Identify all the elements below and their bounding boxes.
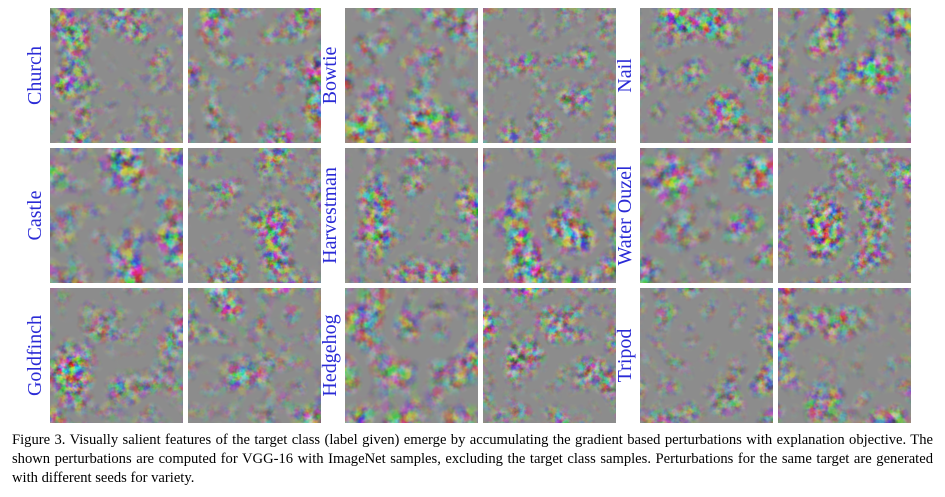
class-label: Nail: [614, 58, 636, 93]
panel: Goldfinch: [24, 288, 321, 423]
caption: Figure 3. Visually salient features of t…: [12, 432, 933, 486]
perturbation-image: [640, 8, 773, 143]
perturbation-image: [188, 288, 321, 423]
perturbation-image: [50, 288, 183, 423]
panel: Hedgehog: [319, 288, 616, 423]
class-label: Bowtie: [319, 46, 341, 104]
panel: Nail: [614, 8, 911, 143]
perturbation-image: [778, 148, 911, 283]
perturbation-image: [483, 288, 616, 423]
perturbation-image: [778, 288, 911, 423]
perturbation-image: [50, 8, 183, 143]
perturbation-image: [345, 148, 478, 283]
class-label: Church: [24, 46, 46, 105]
panel: Tripod: [614, 288, 911, 423]
class-label: Goldfinch: [24, 315, 46, 396]
perturbation-image: [345, 8, 478, 143]
perturbation-image: [50, 148, 183, 283]
class-label: Castle: [24, 190, 46, 240]
perturbation-image: [483, 148, 616, 283]
perturbation-image: [483, 8, 616, 143]
perturbation-image: [345, 288, 478, 423]
class-label: Harvestman: [319, 167, 341, 264]
class-label: Hedgehog: [319, 314, 341, 396]
panel: Castle: [24, 148, 321, 283]
panel: Bowtie: [319, 8, 616, 143]
perturbation-image: [188, 148, 321, 283]
perturbation-image: [640, 288, 773, 423]
perturbation-image: [778, 8, 911, 143]
panel: Water Ouzel: [614, 148, 911, 283]
figure: Church Castle Goldfinch Bowtie Harvestman Hed…: [24, 8, 911, 423]
panel: Harvestman: [319, 148, 616, 283]
perturbation-image: [640, 148, 773, 283]
class-label: Water Ouzel: [614, 165, 636, 265]
class-label: Tripod: [614, 329, 636, 383]
panel: Church: [24, 8, 321, 143]
perturbation-image: [188, 8, 321, 143]
